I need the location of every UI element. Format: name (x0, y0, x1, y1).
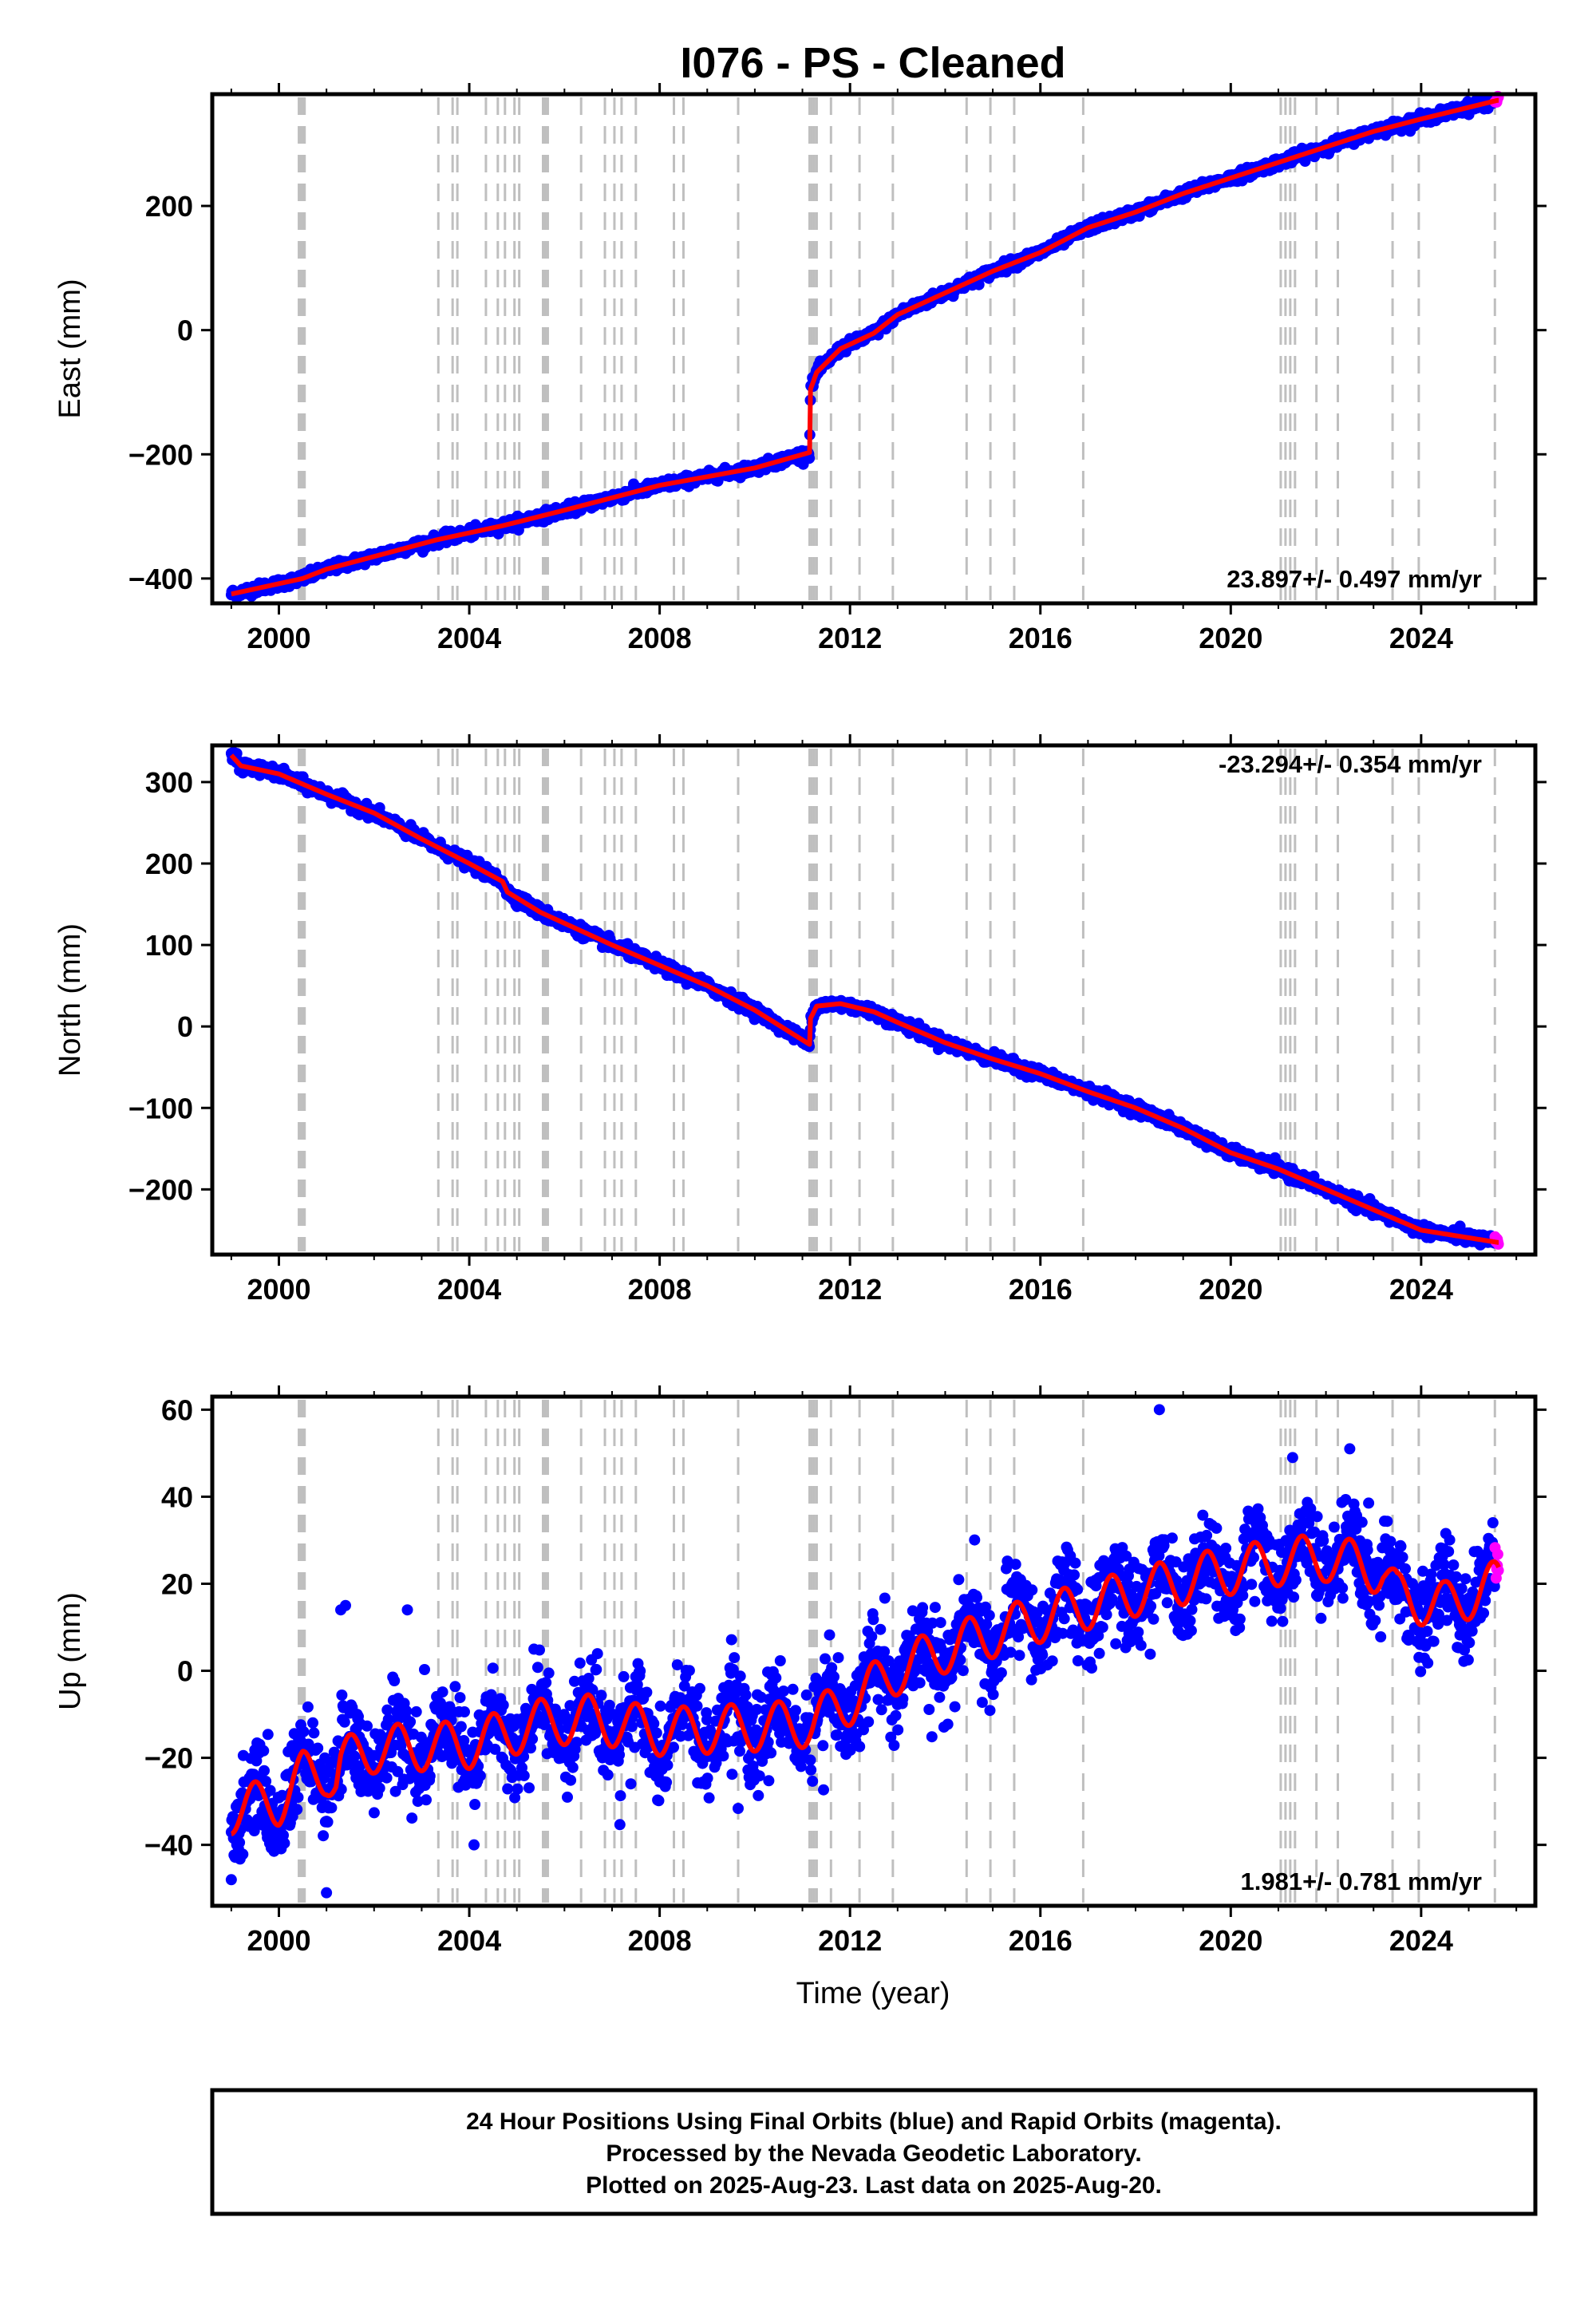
east-xtick-label: 2020 (1199, 622, 1262, 654)
east-ytick-label: −400 (128, 563, 193, 595)
east-xtick-label: 2024 (1389, 622, 1453, 654)
figure-title: I076 - PS - Cleaned (680, 39, 1065, 87)
north-ytick-label: 100 (145, 929, 193, 962)
east-rate-label: 23.897+/- 0.497 mm/yr (1227, 565, 1482, 593)
north-ytick-label: 200 (145, 848, 193, 880)
east-xtick-label: 2004 (437, 622, 501, 654)
east-panel: 2000 2004 2008 2012 2016 2020 2024 −400 −200 0 200… (53, 83, 1547, 654)
north-xtick-label: 2008 (628, 1273, 692, 1306)
up-panel: 2000 2004 2008 2012 2016 2020 2024−40−20020406… (53, 1385, 1547, 1957)
north-ytick-label: −200 (128, 1173, 193, 1206)
up-data-point (258, 1745, 270, 1757)
up-data-point (237, 1848, 249, 1860)
north-xtick-label: 2004 (437, 1273, 501, 1306)
north-xtick-label: 2012 (818, 1273, 882, 1306)
up-data-point (234, 1836, 246, 1848)
east-ytick-label: −200 (128, 438, 193, 471)
north-xtick-label: 2016 (1009, 1273, 1073, 1306)
east-xtick-label: 2016 (1009, 622, 1073, 654)
east-ylabel: East (mm) (53, 279, 87, 418)
east-xtick-label: 2008 (628, 622, 692, 654)
up-data-point (259, 1765, 270, 1777)
north-ytick-label: 300 (145, 766, 193, 799)
north-panel: 2000 2004 2008 2012 2016 2020 2024 −200 −100 0 100… (53, 734, 1547, 1306)
north-xtick-label: 2024 (1389, 1273, 1453, 1306)
east-ytick-label: 200 (145, 190, 193, 223)
east-xtick-label: 2012 (818, 622, 882, 654)
north-xtick-label: 2000 (247, 1273, 310, 1306)
east-ytick-label: 0 (177, 314, 193, 347)
north-ytick-label: −100 (128, 1092, 193, 1124)
north-ytick-label: 0 (177, 1010, 193, 1043)
north-xtick-label: 2020 (1199, 1273, 1262, 1306)
north-rate-label: -23.294+/- 0.354 mm/yr (1219, 750, 1482, 778)
east-xtick-label: 2000 (247, 622, 310, 654)
east-model-curve (229, 97, 1501, 597)
north-ylabel: North (mm) (53, 923, 87, 1077)
